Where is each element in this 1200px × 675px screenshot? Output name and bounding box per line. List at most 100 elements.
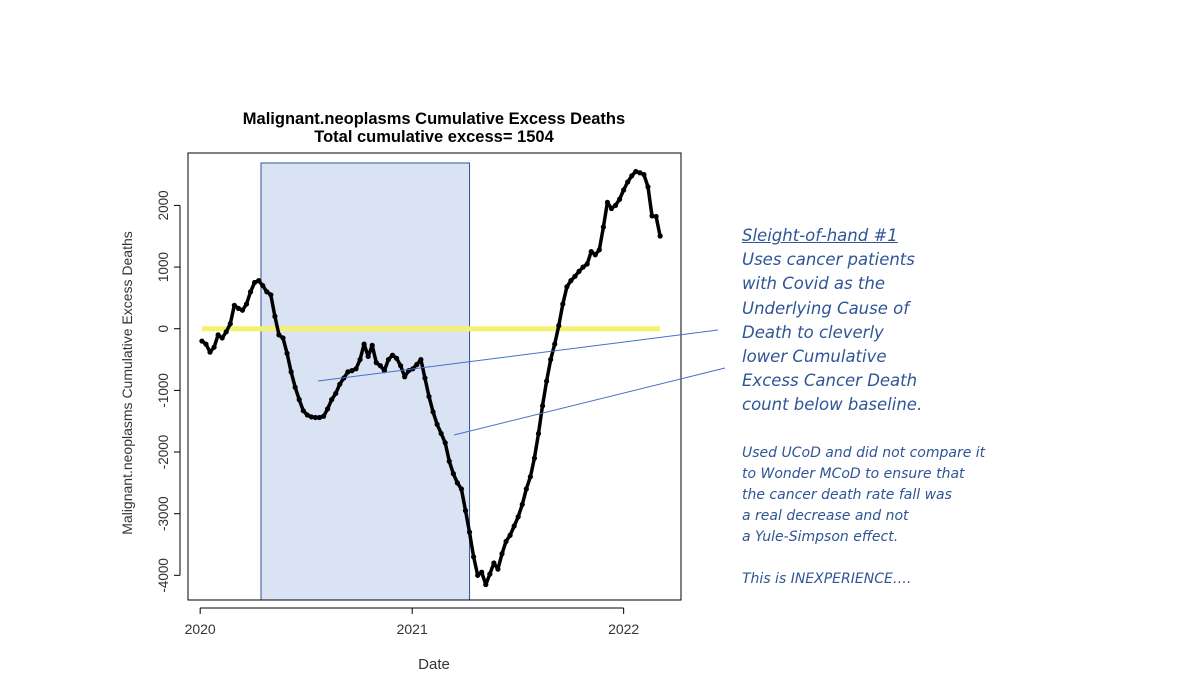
data-point [418, 356, 424, 363]
data-point [523, 486, 529, 492]
data-point [276, 332, 282, 338]
data-point [560, 301, 566, 307]
data-point [527, 474, 533, 480]
data-point [300, 408, 306, 414]
data-point [503, 538, 509, 545]
data-point [616, 196, 623, 202]
data-point [454, 480, 460, 486]
data-point [365, 353, 371, 360]
data-point [211, 344, 217, 350]
data-point [499, 551, 505, 557]
data-point [495, 566, 501, 572]
data-point [288, 369, 294, 375]
data-point [584, 261, 590, 267]
data-point [596, 247, 602, 253]
data-point [487, 571, 493, 577]
note-line: a real decrease and not [742, 508, 909, 524]
annotation-line: lower Cumulative [742, 347, 887, 367]
data-point [203, 341, 209, 347]
annotation-block: Sleight-of-hand #1 Uses cancer patients … [742, 224, 1002, 418]
data-point [519, 501, 525, 508]
data-point [333, 390, 339, 397]
data-point [215, 332, 221, 338]
data-point [223, 329, 229, 335]
data-point [402, 374, 408, 380]
annotation-line: Excess Cancer Death [742, 371, 918, 391]
data-point [357, 356, 363, 363]
y-tick-label: -2000 [156, 435, 171, 470]
data-point [649, 213, 655, 219]
data-point [268, 292, 274, 298]
y-tick-label: 0 [156, 325, 171, 333]
data-point [657, 233, 663, 239]
data-point [438, 430, 444, 437]
data-point [256, 278, 262, 284]
annotation-line: with Covid as the [742, 274, 885, 294]
x-tick-label: 2022 [608, 621, 639, 637]
data-point [633, 168, 639, 175]
chart-title: Malignant.neoplasms Cumulative Excess De… [243, 110, 625, 128]
note-line: a Yule-Simpson effect. [742, 529, 899, 545]
data-point [450, 471, 456, 477]
data-point [471, 554, 477, 560]
note-line: to Wonder MCoD to ensure that [742, 466, 965, 482]
data-point [507, 532, 513, 538]
data-point [393, 355, 400, 361]
data-point [373, 360, 379, 366]
data-point [227, 321, 233, 327]
data-point [260, 282, 266, 289]
annotation-note: Used UCoD and did not compare it to Wond… [742, 443, 1042, 590]
data-point [389, 352, 396, 358]
data-point [264, 289, 270, 295]
data-point [207, 349, 213, 355]
annotation-line: Uses cancer patients [742, 250, 915, 270]
annotation-line: count below baseline. [742, 395, 923, 415]
annotation-heading: Sleight-of-hand #1 [742, 226, 898, 245]
data-point [239, 307, 246, 313]
data-point [414, 361, 420, 368]
data-point [235, 305, 242, 311]
data-point [612, 202, 619, 209]
y-tick-label: -4000 [156, 558, 171, 593]
data-point [641, 171, 647, 178]
y-tick-label: -1000 [156, 373, 171, 408]
data-point [361, 341, 367, 347]
data-point [280, 335, 286, 341]
data-point [325, 406, 331, 412]
plot-frame [187, 152, 682, 601]
y-tick-label: -3000 [156, 496, 171, 531]
data-point [576, 268, 582, 274]
data-point [543, 378, 550, 384]
data-point [552, 341, 558, 347]
data-point [349, 368, 355, 374]
data-point [621, 187, 627, 193]
data-point [304, 412, 310, 418]
data-point [535, 430, 542, 437]
x-tick-label: 2020 [185, 621, 216, 637]
data-point [320, 413, 327, 419]
note-line: the cancer death rate fall was [742, 487, 952, 503]
data-point [337, 381, 343, 387]
data-point [568, 278, 574, 284]
data-point [483, 581, 489, 588]
x-axis-label: Date [418, 656, 450, 673]
y-axis-label: Malignant.neoplasms Cumulative Excess De… [119, 231, 135, 534]
data-point [572, 273, 578, 279]
annotation-line: Death to cleverly [742, 322, 884, 342]
data-point [369, 342, 375, 348]
data-point [491, 560, 497, 566]
data-point [556, 323, 562, 329]
y-tick-label: 1000 [156, 252, 171, 282]
data-point [316, 414, 323, 421]
data-point [231, 302, 237, 308]
data-point [539, 403, 546, 409]
data-point [243, 301, 250, 307]
shaded-period [260, 162, 471, 601]
data-point [292, 384, 298, 390]
data-point [434, 421, 440, 427]
data-point [377, 363, 383, 369]
data-point [653, 213, 659, 220]
data-point [645, 184, 651, 190]
data-point [637, 170, 643, 176]
